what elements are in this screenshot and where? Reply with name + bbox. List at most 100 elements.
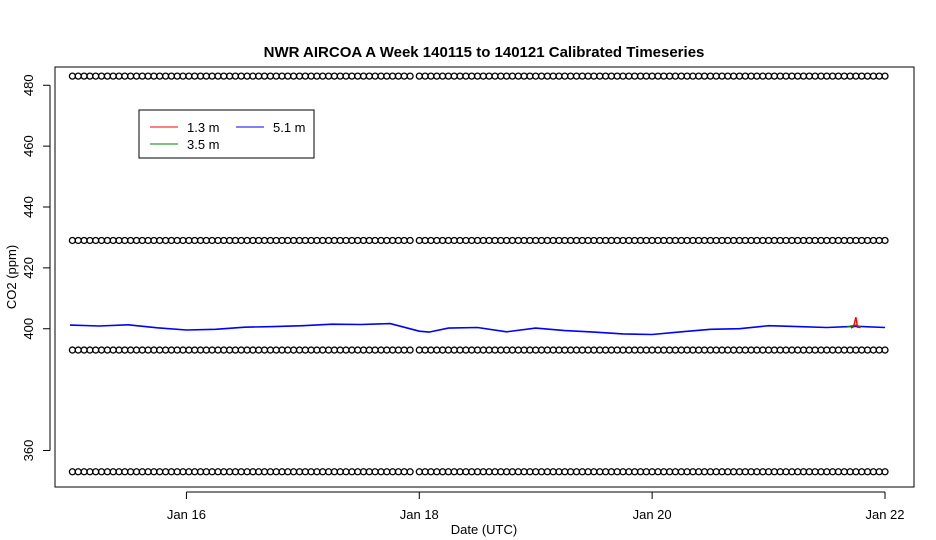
sample-marker (834, 468, 843, 476)
sample-marker (394, 236, 403, 245)
chart-title: NWR AIRCOA A Week 140115 to 140121 Calib… (264, 44, 705, 61)
sample-marker (243, 72, 251, 80)
sample-marker (324, 72, 333, 80)
sample-marker (584, 346, 592, 354)
sample-marker (782, 72, 790, 80)
sample-marker (817, 346, 825, 354)
sample-marker (555, 468, 563, 476)
sample-marker (665, 236, 674, 245)
sample-marker (788, 468, 796, 476)
sample-marker (596, 346, 604, 354)
sample-marker (852, 236, 860, 245)
sample-marker (497, 236, 505, 245)
sample-marker (729, 236, 738, 245)
sample-marker (450, 468, 458, 476)
sample-marker (596, 468, 604, 476)
sample-marker (433, 236, 441, 245)
sample-marker (161, 346, 170, 354)
sample-marker (543, 468, 552, 476)
sample-marker (406, 468, 414, 476)
sample-marker (799, 72, 808, 80)
sample-marker (881, 72, 889, 80)
sample-marker (427, 236, 435, 245)
sample-marker (284, 72, 292, 80)
sample-marker (179, 236, 187, 245)
sample-marker (249, 468, 257, 476)
sample-marker (365, 236, 373, 245)
sample-marker (278, 346, 286, 354)
sample-marker (284, 468, 292, 476)
sample-marker (284, 346, 292, 354)
sample-marker (74, 72, 82, 80)
sample-marker (295, 236, 304, 245)
sample-marker (479, 236, 487, 245)
sample-marker (753, 346, 761, 354)
sample-marker (677, 72, 685, 80)
sample-marker (462, 236, 470, 245)
sample-marker (863, 236, 872, 245)
sample-marker (479, 72, 487, 80)
sample-marker (438, 468, 447, 476)
sample-marker (161, 468, 170, 476)
sample-marker (330, 468, 339, 476)
sample-marker (383, 346, 391, 354)
sample-marker (348, 468, 356, 476)
sample-marker (319, 346, 327, 354)
sample-marker (537, 72, 546, 80)
sample-marker (289, 236, 298, 245)
sample-marker (794, 72, 802, 80)
sample-marker (695, 72, 703, 80)
x-tick-label: Jan 22 (865, 507, 904, 522)
sample-marker (132, 72, 141, 80)
sample-marker (631, 236, 639, 245)
sample-marker (86, 468, 94, 476)
sample-marker (313, 72, 321, 80)
sample-marker (173, 236, 181, 245)
sample-marker (196, 72, 205, 80)
sample-marker (438, 346, 447, 354)
sample-marker (421, 468, 429, 476)
sample-marker (196, 468, 205, 476)
sample-marker (689, 72, 697, 80)
sample-marker (584, 468, 592, 476)
sample-marker (753, 72, 761, 80)
sample-marker (450, 236, 458, 245)
sample-marker (863, 468, 872, 476)
sample-marker (202, 236, 210, 245)
sample-marker (834, 346, 843, 354)
sample-marker (433, 468, 441, 476)
sample-marker (555, 72, 563, 80)
sample-marker (307, 346, 315, 354)
sample-marker (852, 72, 860, 80)
sample-marker (400, 236, 408, 245)
sample-marker (549, 236, 557, 245)
sample-marker (86, 346, 94, 354)
sample-marker (295, 468, 304, 476)
sample-marker (613, 468, 621, 476)
sample-marker (566, 346, 575, 354)
sample-marker (415, 236, 423, 245)
series-lines (69, 317, 886, 336)
sample-marker (421, 236, 429, 245)
sample-marker (126, 346, 135, 354)
sample-marker (526, 72, 534, 80)
sample-marker (677, 468, 685, 476)
sample-marker (115, 236, 123, 245)
sample-marker (86, 236, 94, 245)
sample-marker (225, 236, 234, 245)
sample-marker (706, 346, 715, 354)
sample-marker (191, 346, 199, 354)
sample-marker (272, 468, 280, 476)
sample-marker (823, 236, 831, 245)
sample-marker (869, 72, 878, 80)
sample-marker (613, 72, 621, 80)
sample-markers (68, 72, 889, 476)
sample-marker (759, 346, 767, 354)
sample-marker (881, 346, 889, 354)
sample-marker (695, 346, 703, 354)
y-tick-label: 360 (21, 440, 36, 462)
sample-marker (196, 236, 205, 245)
sample-marker (875, 468, 883, 476)
sample-marker (654, 346, 662, 354)
sample-marker (179, 468, 187, 476)
